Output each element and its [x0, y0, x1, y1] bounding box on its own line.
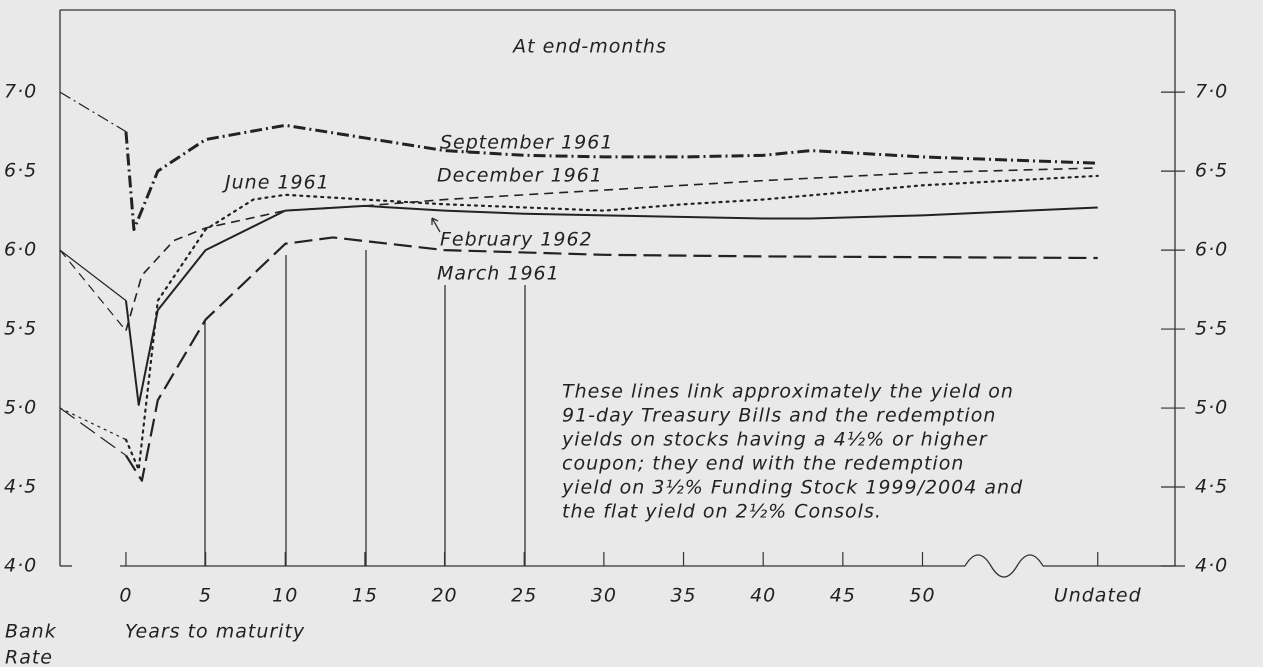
- y-tick-label: 5·0: [4, 397, 37, 419]
- x-tick-label: 15: [352, 585, 378, 607]
- bank-rate-link: [59, 407, 127, 456]
- y2-tick-label: 5·0: [1195, 397, 1228, 419]
- y2-tick-label: 5·5: [1195, 318, 1228, 340]
- x-axis-label: Years to maturity: [125, 621, 305, 643]
- bank-rate-link: [59, 407, 127, 441]
- x-tick-label: 20: [431, 585, 457, 607]
- chart-title: At end-months: [511, 36, 667, 58]
- series-labels: September 1961 December 1961 June 1961 F…: [221, 132, 613, 285]
- series-label: March 1961: [437, 263, 560, 285]
- y-tick-label: 6·0: [4, 239, 37, 261]
- x-tick-label: 30: [591, 585, 617, 607]
- series-line: [125, 167, 1098, 331]
- bank-rate-link: [59, 249, 127, 302]
- y-tick-label: 6·5: [4, 160, 37, 182]
- note-line: coupon; they end with the redemption: [562, 453, 964, 475]
- x-tick-label: 25: [511, 585, 537, 607]
- x-tick-label: 10: [272, 585, 298, 607]
- bank-rate-link: [59, 91, 127, 133]
- x-tick-label: 45: [830, 585, 856, 607]
- note-line: the flat yield on 2½% Consols.: [562, 501, 882, 523]
- y-tick-label: 4·5: [4, 476, 37, 498]
- y-axis-label: Rate: [5, 647, 53, 667]
- frame: [59, 9, 1176, 578]
- x-tick-label: 50: [909, 585, 935, 607]
- note-line: 91-day Treasury Bills and the redemption: [562, 405, 996, 427]
- series-label: February 1962: [440, 229, 593, 251]
- note-line: yields on stocks having a 4½% or higher: [561, 429, 988, 451]
- axis-break: [964, 554, 1044, 578]
- x-tick-label: 40: [750, 585, 776, 607]
- x-tick-label: 35: [670, 585, 696, 607]
- y-axis-label: Bank: [5, 621, 57, 643]
- x-tick-label: 5: [199, 585, 212, 607]
- y2-tick-label: 4·5: [1195, 476, 1228, 498]
- label-arrow: [431, 217, 441, 233]
- y2-tick-label: 4·0: [1195, 555, 1228, 577]
- note: These lines link approximately the yield…: [561, 381, 1023, 523]
- note-line: These lines link approximately the yield…: [562, 381, 1014, 403]
- y-tick-label: 4·0: [4, 555, 37, 577]
- series-label: June 1961: [221, 172, 330, 194]
- series-label: December 1961: [437, 165, 603, 187]
- series-line: [124, 174, 1099, 471]
- y2-tick-label: 6·0: [1195, 239, 1228, 261]
- series-label: September 1961: [440, 132, 613, 154]
- note-line: yield on 3½% Funding Stock 1999/2004 and: [561, 477, 1023, 499]
- x-tick-label: Undated: [1054, 585, 1142, 607]
- series-line: [124, 204, 1098, 406]
- y-tick-label: 7·0: [4, 81, 37, 103]
- bank-rate-link: [59, 249, 127, 332]
- series-line: [125, 236, 1098, 482]
- y2-tick-label: 7·0: [1195, 81, 1228, 103]
- y-tick-label: 5·5: [4, 318, 37, 340]
- x-tick-label: 0: [119, 585, 132, 607]
- series-line: [124, 123, 1098, 232]
- y2-tick-label: 6·5: [1195, 160, 1228, 182]
